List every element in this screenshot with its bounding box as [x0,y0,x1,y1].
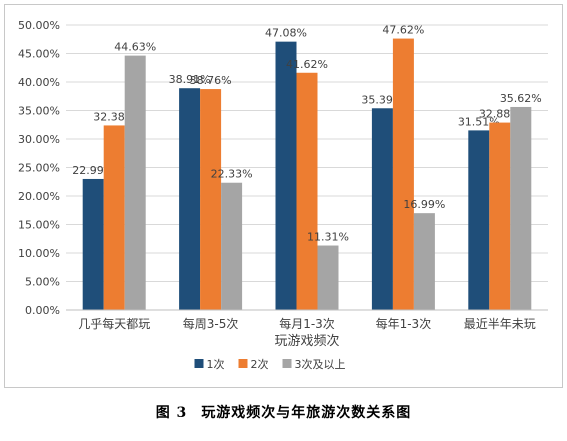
y-tick-label: 25.00% [18,162,60,175]
bar [317,245,339,310]
bar [82,178,104,310]
legend-swatch [238,359,248,368]
y-tick-label: 0.00% [25,304,60,317]
legend-swatch [282,359,292,368]
figure-number: 图 3 [155,405,188,421]
y-tick-label: 20.00% [18,190,60,203]
x-tick-label: 几乎每天都玩 [78,316,150,331]
y-tick-label: 45.00% [18,48,60,61]
data-label: 16.99% [403,198,445,211]
data-label: 38.91% [169,73,211,86]
y-tick-label: 5.00% [25,276,60,289]
data-label: 11.31% [307,231,349,244]
figure-title: 玩游戏频次与年旅游次数关系图 [201,405,412,421]
y-tick-label: 30.00% [18,133,60,146]
data-label: 22.99% [72,164,114,177]
figure-caption: 图 3 玩游戏频次与年旅游次数关系图 [0,402,567,422]
legend-label: 3次及以上 [295,357,346,371]
data-label: 32.88% [479,108,521,121]
bar [510,106,532,310]
data-label: 47.08% [265,27,307,40]
bar [275,41,297,310]
y-tick-label: 40.00% [18,76,60,89]
y-tick-label: 35.00% [18,105,60,118]
data-label: 31.51% [458,115,500,128]
legend-label: 1次 [207,357,225,371]
bar-chart: 0.00% 5.00% 10.00% 15.00% 20.00% 25.00% 30.00%… [18,19,548,371]
bar [371,108,393,310]
bar [468,130,490,310]
bar [124,55,146,310]
bar [200,89,222,311]
data-label: 35.39% [361,93,403,106]
y-tick-label: 15.00% [18,219,60,232]
y-tick-label: 10.00% [18,247,60,260]
data-label: 32.38% [93,110,135,123]
legend-swatch [194,359,204,368]
data-label: 38.76% [190,74,232,87]
x-axis-title: 玩游戏频次 [274,333,339,349]
x-tick-label: 每年1-3次 [376,316,432,331]
bar [221,182,243,310]
x-tick-label: 每周3-5次 [183,316,239,331]
bar [179,88,201,310]
x-tick-label: 最近半年未玩 [464,317,536,331]
data-label: 22.33% [211,168,253,181]
data-label: 35.62% [500,92,542,105]
bar [392,38,414,310]
y-tick-label: 50.00% [18,19,60,32]
data-label: 41.62% [286,58,328,71]
bar [103,125,125,311]
x-tick-label: 每月1-3次 [279,316,335,331]
bar [489,122,511,310]
legend-label: 2次 [251,357,269,371]
bar [413,213,435,310]
bar [296,72,318,311]
data-label: 47.62% [382,24,424,37]
data-label: 44.63% [114,41,156,54]
